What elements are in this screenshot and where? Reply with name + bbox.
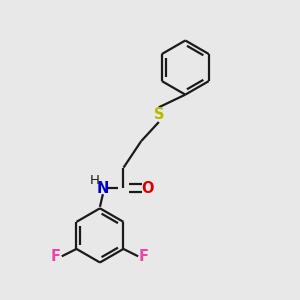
Text: N: N xyxy=(97,181,109,196)
Text: O: O xyxy=(141,181,153,196)
Text: F: F xyxy=(51,249,61,264)
Text: S: S xyxy=(154,107,164,122)
Text: H: H xyxy=(90,173,100,187)
Text: F: F xyxy=(139,249,149,264)
